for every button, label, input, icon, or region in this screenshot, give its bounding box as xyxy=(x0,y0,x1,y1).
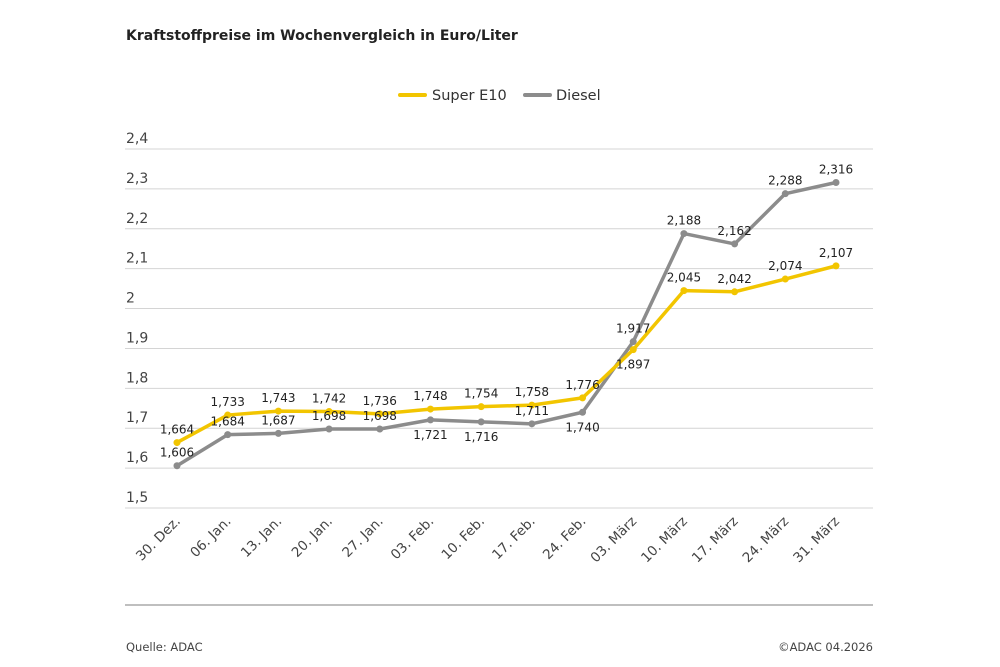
data-point xyxy=(629,346,637,354)
data-label: 1,754 xyxy=(464,387,498,401)
x-tick-label: 06. Jan. xyxy=(187,514,234,561)
data-point xyxy=(680,287,688,295)
data-point xyxy=(224,411,232,419)
x-tick-label: 10. März xyxy=(638,514,691,567)
data-label: 1,742 xyxy=(312,391,346,405)
data-label: 1,716 xyxy=(464,430,498,444)
data-point xyxy=(376,410,384,418)
data-point xyxy=(731,288,739,296)
data-point xyxy=(832,179,840,187)
y-tick-label: 2 xyxy=(126,291,135,307)
data-point xyxy=(376,425,384,433)
data-label: 2,074 xyxy=(768,259,802,273)
x-tick-label: 13. Jan. xyxy=(238,514,285,561)
legend-label: Super E10 xyxy=(432,88,507,104)
data-point xyxy=(274,429,282,437)
data-point xyxy=(426,416,434,424)
data-label: 2,162 xyxy=(717,224,751,238)
series-line xyxy=(176,180,837,468)
data-point xyxy=(426,405,434,413)
data-label: 1,664 xyxy=(160,423,194,437)
y-tick-label: 1,6 xyxy=(126,450,148,466)
x-tick-label: 17. März xyxy=(689,514,742,567)
series-line xyxy=(176,264,837,445)
copyright-note: ©ADAC 04.2026 xyxy=(778,640,873,654)
y-tick-label: 1,7 xyxy=(126,410,148,426)
data-label: 1,711 xyxy=(515,404,549,418)
x-tick-label: 30. Dez. xyxy=(133,514,184,565)
data-label: 1,758 xyxy=(515,385,549,399)
data-point xyxy=(325,407,333,415)
y-tick-label: 1,5 xyxy=(126,490,148,506)
data-label: 1,733 xyxy=(211,395,245,409)
data-point xyxy=(224,431,232,439)
data-point xyxy=(579,408,587,416)
data-point xyxy=(579,394,587,402)
data-label: 1,748 xyxy=(413,389,447,403)
data-label: 2,045 xyxy=(667,271,701,285)
y-tick-label: 2,2 xyxy=(126,211,148,227)
data-label: 1,698 xyxy=(363,409,397,423)
data-label: 1,698 xyxy=(312,409,346,423)
data-label: 1,736 xyxy=(363,394,397,408)
data-label: 2,042 xyxy=(717,272,751,286)
x-tick-label: 03. März xyxy=(588,514,641,567)
x-tick-label: 24. März xyxy=(740,514,793,567)
data-label: 1,684 xyxy=(211,415,245,429)
y-tick-label: 1,9 xyxy=(126,330,148,346)
data-label: 2,107 xyxy=(819,246,853,260)
x-tick-label: 20. Jan. xyxy=(289,514,336,561)
data-point xyxy=(477,418,485,426)
data-label: 1,740 xyxy=(565,420,599,434)
data-label: 1,917 xyxy=(616,322,650,336)
data-label: 1,743 xyxy=(261,391,295,405)
x-tick-label: 24. Feb. xyxy=(540,514,589,563)
data-point xyxy=(528,401,536,409)
data-point xyxy=(781,190,789,198)
data-label: 1,687 xyxy=(261,413,295,427)
x-tick-label: 10. Feb. xyxy=(439,514,488,563)
data-point xyxy=(781,275,789,283)
chart-title: Kraftstoffpreise im Wochenvergleich in E… xyxy=(126,28,518,44)
data-label: 1,721 xyxy=(413,428,447,442)
data-point xyxy=(274,407,282,415)
data-label: 2,188 xyxy=(667,214,701,228)
x-tick-label: 31. März xyxy=(790,514,843,567)
data-label: 1,776 xyxy=(565,378,599,392)
data-label: 2,288 xyxy=(768,174,802,188)
x-tick-label: 03. Feb. xyxy=(388,514,437,563)
y-tick-label: 1,8 xyxy=(126,370,148,386)
data-label: 2,316 xyxy=(819,163,853,177)
data-point xyxy=(173,439,181,447)
data-point xyxy=(173,462,181,470)
x-tick-label: 27. Jan. xyxy=(339,514,386,561)
data-point xyxy=(832,262,840,270)
y-tick-label: 2,4 xyxy=(126,131,148,147)
data-point xyxy=(528,420,536,428)
data-point xyxy=(731,240,739,248)
source-note: Quelle: ADAC xyxy=(126,640,203,654)
data-point xyxy=(477,403,485,411)
x-tick-label: 17. Feb. xyxy=(489,514,538,563)
data-point xyxy=(325,425,333,433)
data-label: 1,606 xyxy=(160,446,194,460)
y-tick-label: 2,1 xyxy=(126,251,148,267)
data-label: 1,897 xyxy=(616,358,650,372)
data-point xyxy=(680,230,688,238)
data-point xyxy=(629,338,637,346)
legend-label: Diesel xyxy=(556,88,601,104)
y-tick-label: 2,3 xyxy=(126,171,148,187)
